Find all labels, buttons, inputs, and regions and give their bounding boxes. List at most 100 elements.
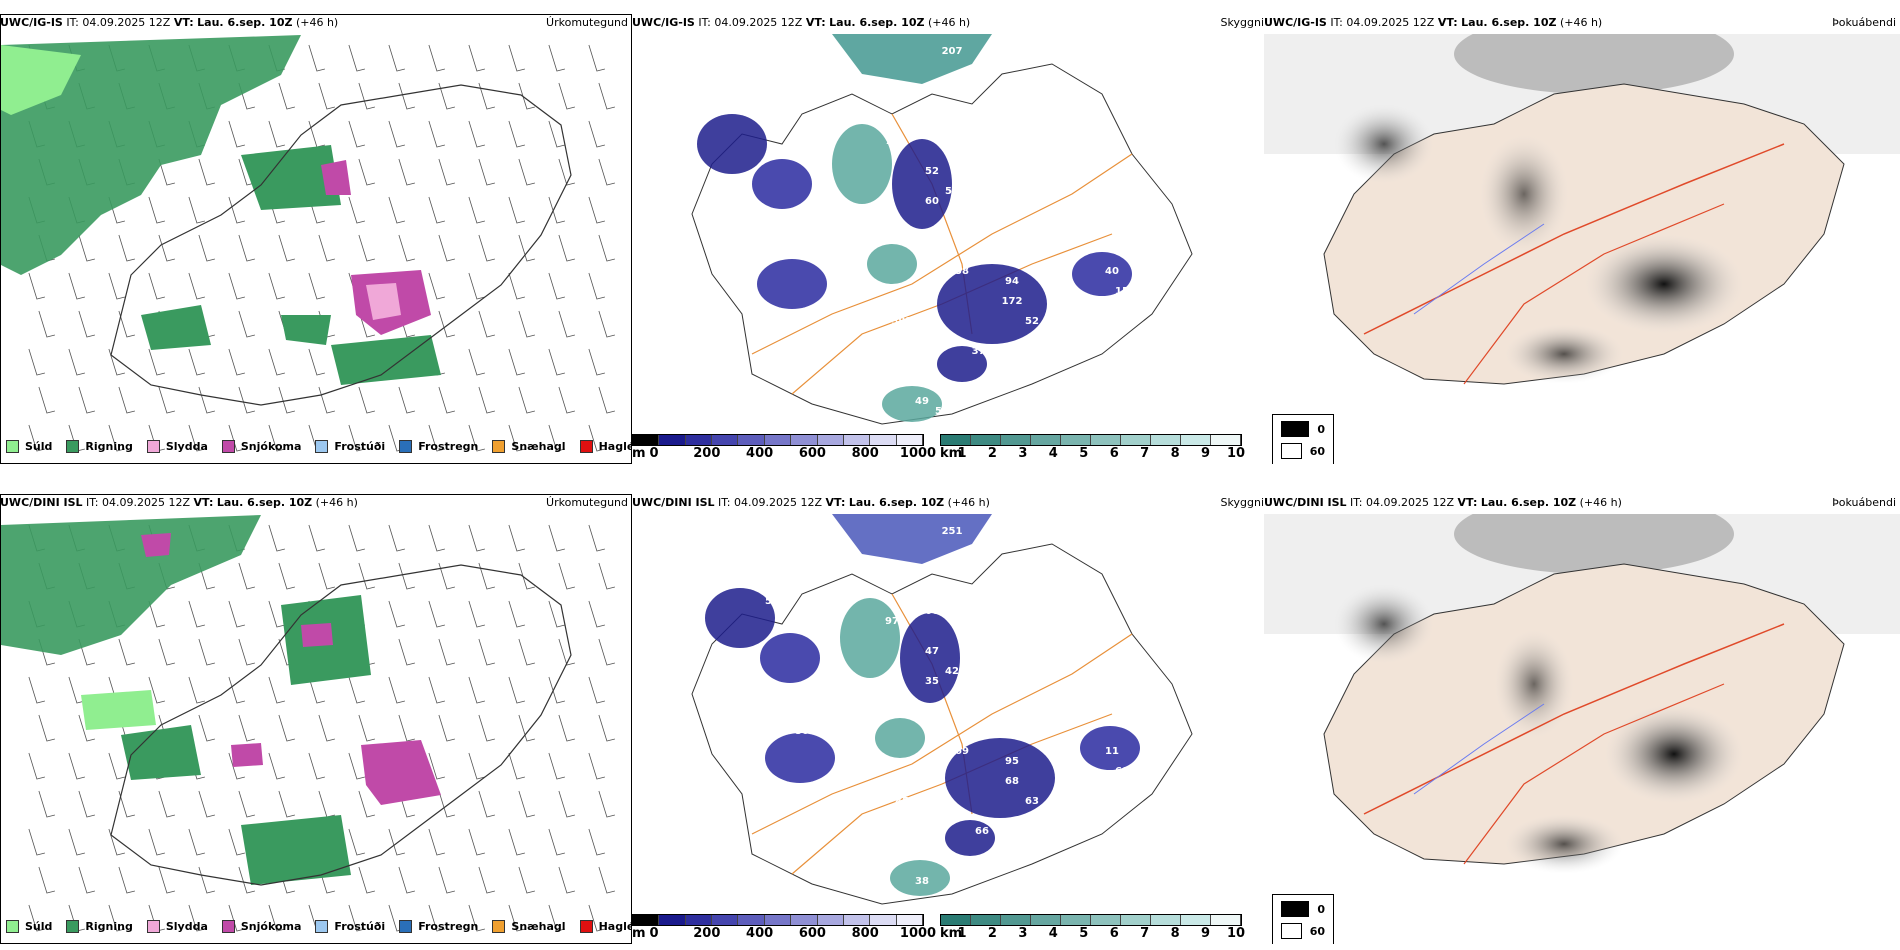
wind-barb: [188, 348, 205, 376]
legend-label: Haglél: [598, 920, 632, 933]
wind-barb: [308, 272, 325, 300]
legend-label: Frostúði: [334, 440, 386, 453]
panel-title: Skyggni: [1220, 496, 1264, 509]
scale-tick: 9: [1201, 926, 1211, 941]
legend-swatch: [315, 920, 329, 933]
wind-barb: [478, 638, 495, 666]
wind-barb: [548, 904, 565, 932]
wind-barb: [438, 310, 455, 338]
wind-barb: [148, 272, 165, 300]
scale-tick: 3: [1018, 926, 1028, 941]
cloudbase-value: 35: [795, 706, 809, 717]
scale-swatch: [870, 915, 897, 925]
wind-barb: [548, 196, 565, 224]
legend-label: Súld: [25, 440, 53, 453]
wind-barb: [518, 310, 535, 338]
legend-label: Slydda: [165, 920, 208, 933]
legend-item: Snæhagl: [492, 920, 566, 933]
wind-barb: [238, 234, 255, 262]
scale-swatch: [1121, 915, 1151, 925]
fog-legend-label: 60: [1309, 444, 1325, 458]
legend-swatch: [221, 440, 235, 453]
scale-tick: 8: [1170, 926, 1180, 941]
panel-header: UWC/IG-IS IT: 04.09.2025 12Z VT: Lau. 6.…: [1264, 16, 1603, 29]
cloudbase-value: 35: [925, 676, 939, 687]
scale-swatch: [712, 915, 739, 925]
wind-barb: [108, 424, 125, 452]
scale-tick: 800: [851, 446, 879, 461]
wind-barb: [198, 158, 215, 186]
wind-barb: [158, 638, 175, 666]
cloudbase-value: 58: [955, 266, 969, 277]
scale-swatch: [1001, 915, 1031, 925]
wind-barb: [598, 790, 615, 818]
scale-tick: 1: [957, 926, 967, 941]
legend-item: Frostúði: [315, 920, 385, 933]
wind-barb: [188, 676, 205, 704]
wind-barb: [238, 386, 255, 414]
panel-title: Úrkomutegund: [546, 16, 628, 29]
wind-barb: [238, 866, 255, 894]
wind-barb: [358, 790, 375, 818]
scale-unit: m: [632, 926, 646, 941]
precip-panel-top: UWC/IG-IS IT: 04.09.2025 12Z VT: Lau. 6.…: [0, 14, 632, 464]
scale-tick: 4: [1048, 446, 1058, 461]
scale-tick: 0: [649, 446, 659, 461]
cloudbase-area: [765, 733, 835, 783]
wind-barb: [318, 234, 335, 262]
cloudbase-area: [937, 346, 987, 382]
panel-header: UWC/DINI ISL IT: 04.09.2025 12Z VT: Lau.…: [632, 496, 990, 509]
wind-barb: [548, 348, 565, 376]
legend-label: Rigning: [85, 920, 133, 933]
height-scale: m 0 200 400 600 800 1000: [632, 914, 952, 944]
scale-swatch: [1211, 435, 1241, 445]
fog-legend-label: 60: [1309, 924, 1325, 938]
legend-label: Frostregn: [418, 920, 479, 933]
cloudbase-area: [760, 633, 820, 683]
iceland-outline: [110, 564, 572, 886]
wind-barb: [318, 790, 335, 818]
panel-header: UWC/DINI ISL IT: 04.09.2025 12Z VT: Lau.…: [0, 496, 358, 509]
cloudbase-value: 66: [925, 606, 939, 617]
wind-barb: [558, 638, 575, 666]
legend-label: Snjókoma: [240, 920, 302, 933]
scale-swatch: [685, 435, 713, 445]
wind-barb: [158, 158, 175, 186]
legend-label: Snæhagl: [511, 440, 566, 453]
wind-barb: [358, 158, 375, 186]
scale-swatch: [791, 435, 818, 445]
cloudbase-value: 49: [915, 396, 929, 407]
wind-barb: [548, 600, 565, 628]
wind-barb: [358, 310, 375, 338]
wind-barb: [548, 752, 565, 780]
scale-swatch: [817, 435, 844, 445]
wind-barb: [398, 82, 415, 110]
scale-swatch: [659, 915, 686, 925]
cloudbase-value: 52: [1045, 326, 1059, 337]
wind-barb: [438, 234, 455, 262]
wind-barb: [238, 562, 255, 590]
wind-barb: [68, 752, 85, 780]
scale-tick: 1000: [899, 926, 937, 941]
wind-barb: [358, 866, 375, 894]
wind-barb: [598, 158, 615, 186]
precip-areas: [1, 515, 441, 885]
cloudbase-value: 50: [795, 726, 809, 737]
legend-item: Frostregn: [399, 920, 478, 933]
scale-tick: 5: [1079, 446, 1089, 461]
wind-barb: [228, 424, 245, 452]
wind-barb: [358, 82, 375, 110]
cloudbase-value: 85: [895, 796, 909, 807]
legend-item: Snjókoma: [221, 440, 301, 453]
wind-barb: [598, 310, 615, 338]
scale-tick: 9: [1201, 446, 1211, 461]
wind-barb: [598, 234, 615, 262]
wind-barb: [468, 752, 485, 780]
scale-swatch: [712, 435, 739, 445]
wind-barb: [28, 828, 45, 856]
cloudbase-value: 81: [745, 66, 759, 77]
scale-bar: [940, 914, 1242, 926]
scale-tick: 8: [1170, 446, 1180, 461]
scale-swatch: [1151, 915, 1181, 925]
fog-legend-item: 0: [1281, 421, 1325, 437]
